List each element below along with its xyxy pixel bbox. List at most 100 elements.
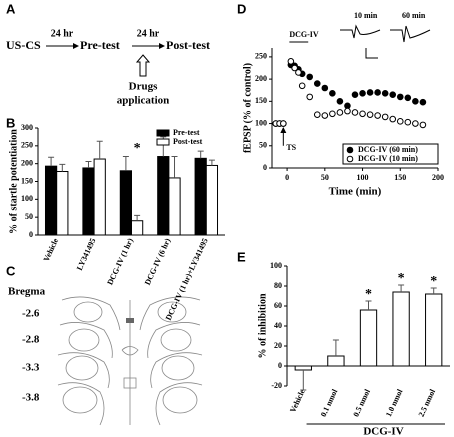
- interval: 24 hr: [51, 28, 74, 39]
- bar: [327, 355, 345, 367]
- interval: 24 hr: [137, 28, 160, 39]
- error-bar: [365, 300, 372, 310]
- marker: [404, 94, 412, 102]
- marker: [344, 107, 351, 115]
- legend-label: Post-test: [173, 137, 203, 146]
- marker: [321, 112, 329, 119]
- marker: [419, 121, 427, 129]
- legend-box: [342, 143, 439, 165]
- marker: [366, 89, 374, 96]
- y-tick-label: 250: [21, 141, 33, 150]
- error-bar: [430, 287, 437, 294]
- y-tick-label: 150: [21, 176, 33, 185]
- bar: [205, 164, 219, 236]
- bar: [157, 156, 170, 236]
- marker: [359, 90, 366, 97]
- x-tick-label: 150: [394, 173, 406, 182]
- drugs-label: application: [117, 95, 170, 107]
- y-tick-label: 60: [274, 301, 282, 310]
- y-tick-label: 40: [274, 321, 282, 330]
- inset-trace: [340, 24, 381, 39]
- panel-label: C: [6, 263, 16, 278]
- bregma-level: -2.8: [22, 334, 40, 346]
- panel-label: A: [6, 1, 16, 16]
- y-tick-label: 300: [21, 123, 33, 132]
- panel-label: E: [237, 249, 246, 264]
- brain-sections: [57, 296, 203, 426]
- error-bar: [197, 150, 204, 159]
- y-tick-label: 0: [278, 361, 282, 370]
- marker: [419, 98, 427, 106]
- error-bar: [59, 163, 66, 172]
- scale-bar: [365, 48, 378, 59]
- bar: [93, 158, 106, 236]
- marker: [412, 120, 419, 127]
- error-bar: [332, 339, 339, 356]
- x-tick-label: LY341495: [75, 237, 98, 272]
- error-bar: [85, 161, 92, 168]
- bar: [294, 365, 312, 371]
- x-tick-label: 1.0 nmol: [384, 387, 405, 418]
- y-tick-label: 100: [270, 261, 282, 270]
- bar: [82, 167, 95, 236]
- legend-label: DCG-IV (10 min): [358, 154, 418, 163]
- y-tick-label: 250: [255, 52, 267, 61]
- marker: [329, 90, 336, 97]
- marker: [344, 102, 351, 110]
- marker: [336, 98, 344, 105]
- bar: [168, 177, 181, 236]
- panel-label: D: [237, 1, 246, 16]
- bar: [392, 291, 410, 367]
- legend-marker: [346, 155, 354, 163]
- bar: [44, 165, 58, 236]
- x-tick-label: 0.1 nmol: [319, 387, 340, 418]
- inset-label: 60 min: [402, 11, 426, 20]
- error-bar: [48, 156, 55, 167]
- x-tick-label: 0.5 nmol: [351, 387, 372, 418]
- legend-marker: [346, 146, 354, 154]
- x-tick-label: 2.5 nmol: [417, 387, 438, 418]
- x-tick-label: Vehicle: [42, 236, 61, 263]
- marker: [359, 110, 366, 118]
- x-tick-label: 50: [321, 173, 329, 182]
- bregma-level: -2.6: [22, 308, 40, 320]
- marker: [298, 82, 306, 90]
- legend-swatch: [156, 129, 170, 137]
- bar: [56, 171, 69, 236]
- drugs-label: Drugs: [129, 81, 158, 93]
- bar: [425, 293, 443, 367]
- marker: [396, 93, 404, 101]
- marker: [374, 89, 381, 96]
- bar: [119, 170, 132, 236]
- error-bar: [134, 214, 141, 221]
- marker: [381, 90, 389, 97]
- up-arrow: [135, 54, 151, 77]
- marker: [313, 80, 321, 87]
- annotation: TS: [286, 143, 296, 152]
- x-axis-label: Time (min): [329, 186, 382, 198]
- y-tick-label: 50: [25, 212, 33, 221]
- marker: [336, 109, 344, 116]
- x-tick-label: 200: [432, 173, 444, 182]
- y-tick-label: 100: [255, 118, 267, 127]
- marker: [366, 111, 374, 118]
- annotation: *: [430, 274, 437, 289]
- bregma-level: -3.8: [22, 392, 40, 404]
- y-tick-label: 0: [263, 163, 267, 172]
- marker: [321, 84, 329, 92]
- error-bar: [398, 284, 405, 292]
- marker: [374, 112, 381, 119]
- annotation: DCG-IV: [289, 30, 319, 39]
- marker: [412, 98, 419, 105]
- bregma-title: Bregma: [8, 286, 46, 298]
- bar: [194, 157, 207, 236]
- y-axis-label: % of inhibition: [257, 293, 268, 358]
- annotation: *: [134, 141, 141, 156]
- y-tick-label: 200: [255, 74, 267, 83]
- error-bar: [208, 159, 215, 166]
- legend-label: DCG-IV (60 min): [358, 145, 418, 154]
- marker: [396, 118, 404, 125]
- x-tick-label: DCG-IV (6 hr): [143, 237, 173, 287]
- x-tick-label: DCG-IV (1 hr): [105, 237, 135, 287]
- y-tick-label: 100: [21, 194, 33, 203]
